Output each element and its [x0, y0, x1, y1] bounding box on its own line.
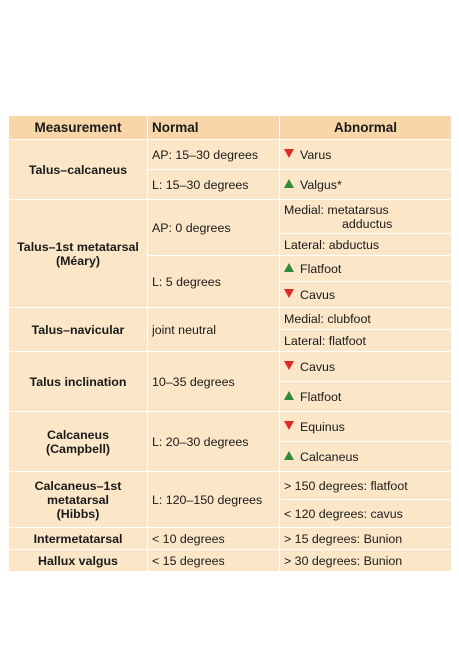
increase-arrow-icon [284, 262, 294, 272]
table-row: Intermetatarsal < 10 degrees > 15 degree… [8, 527, 452, 550]
abnormal-value: Varus [279, 139, 452, 170]
measurement-line: Calcaneus [47, 427, 109, 442]
abnormal-text: Flatfoot [300, 389, 342, 404]
measurement-calcaneus: Calcaneus (Campbell) [8, 411, 148, 472]
table-row: Talus–1st metatarsal (Méary) AP: 0 degre… [8, 199, 452, 308]
decrease-arrow-icon [284, 288, 294, 298]
abnormal-value: > 150 degrees: flatfoot [279, 471, 452, 500]
increase-arrow-icon [284, 450, 294, 460]
table-row: Calcaneus (Campbell) L: 20–30 degrees Eq… [8, 411, 452, 472]
abnormal-value: Cavus [279, 281, 452, 308]
abnormal-text: Cavus [300, 287, 336, 302]
abnormal-value: Lateral: flatfoot [279, 329, 452, 352]
decrease-arrow-icon [284, 360, 294, 370]
normal-value: < 10 degrees [147, 527, 280, 550]
abnormal-text: Cavus [300, 359, 336, 374]
measurement-line: metatarsal [47, 492, 109, 507]
table-row: < 120 degrees: cavus [9, 499, 452, 528]
table-row: Talus–calcaneus AP: 15–30 degrees Varus [8, 139, 452, 200]
abnormal-text: Varus [300, 147, 332, 162]
normal-value: joint neutral [147, 307, 280, 352]
table-row: Hallux valgus < 15 degrees > 30 degrees:… [8, 549, 452, 572]
increase-arrow-icon [284, 178, 294, 188]
normal-value: AP: 0 degrees [147, 199, 280, 256]
table-row: L: 5 degrees Flatfoot [9, 255, 452, 308]
abnormal-value: Lateral: abductus [279, 233, 452, 256]
abnormal-text: Medial: metatarsus [284, 202, 389, 217]
abnormal-value: Valgus* [279, 169, 452, 200]
foot-measurement-table: Measurement Normal Abnormal Talus–calcan… [8, 115, 452, 572]
abnormal-value: Calcaneus [279, 441, 452, 472]
measurement-talus-navicular: Talus–navicular [8, 307, 148, 352]
abnormal-value: Medial: clubfoot [279, 307, 452, 330]
abnormal-value: Cavus [279, 351, 452, 382]
normal-value: L: 15–30 degrees [147, 169, 280, 200]
table-row: Talus–navicular joint neutral Medial: cl… [8, 307, 452, 352]
measurement-talus-calcaneus: Talus–calcaneus [8, 139, 148, 200]
table-row: Talus inclination 10–35 degrees Cavus [8, 351, 452, 412]
table-row: Calcaneus–1st metatarsal (Hibbs) L: 120–… [8, 471, 452, 528]
normal-value: < 15 degrees [147, 549, 280, 572]
normal-value: L: 5 degrees [147, 255, 280, 308]
abnormal-value: > 30 degrees: Bunion [279, 549, 452, 572]
abnormal-value: Equinus [279, 411, 452, 442]
measurement-intermetatarsal: Intermetatarsal [8, 527, 148, 550]
measurement-line: Talus–1st metatarsal [17, 239, 139, 254]
abnormal-text: Flatfoot [300, 261, 342, 276]
measurement-talus-inclination: Talus inclination [8, 351, 148, 412]
normal-value: L: 20–30 degrees [147, 411, 280, 472]
abnormal-value: Flatfoot [279, 255, 452, 282]
abnormal-value: Flatfoot [279, 381, 452, 412]
measurement-line: (Méary) [55, 253, 101, 268]
abnormal-text: adductus [342, 216, 393, 231]
measurement-table-container: Measurement Normal Abnormal Talus–calcan… [8, 115, 452, 572]
header-normal: Normal [147, 115, 280, 140]
decrease-arrow-icon [284, 148, 294, 158]
abnormal-value: Medial: metatarsus adductus [279, 199, 452, 234]
table-header-row: Measurement Normal Abnormal [8, 115, 452, 140]
table-row: L: 15–30 degrees Valgus* [9, 169, 452, 200]
abnormal-text: Equinus [300, 419, 345, 434]
abnormal-text: Valgus* [300, 177, 342, 192]
increase-arrow-icon [284, 390, 294, 400]
normal-value: L: 120–150 degrees [147, 471, 280, 528]
normal-value: AP: 15–30 degrees [147, 139, 280, 170]
decrease-arrow-icon [284, 420, 294, 430]
header-measurement: Measurement [8, 115, 148, 140]
abnormal-text: Calcaneus [300, 449, 359, 464]
normal-value: 10–35 degrees [147, 351, 280, 412]
abnormal-value: < 120 degrees: cavus [279, 499, 452, 528]
abnormal-value: > 15 degrees: Bunion [279, 527, 452, 550]
measurement-calcaneus-1st-metatarsal: Calcaneus–1st metatarsal (Hibbs) [8, 471, 148, 528]
measurement-line: (Campbell) [45, 441, 111, 456]
measurement-line: Calcaneus–1st [34, 478, 122, 493]
measurement-talus-1st-metatarsal: Talus–1st metatarsal (Méary) [8, 199, 148, 308]
measurement-line: (Hibbs) [56, 506, 100, 521]
header-abnormal: Abnormal [279, 115, 452, 140]
measurement-hallux-valgus: Hallux valgus [8, 549, 148, 572]
